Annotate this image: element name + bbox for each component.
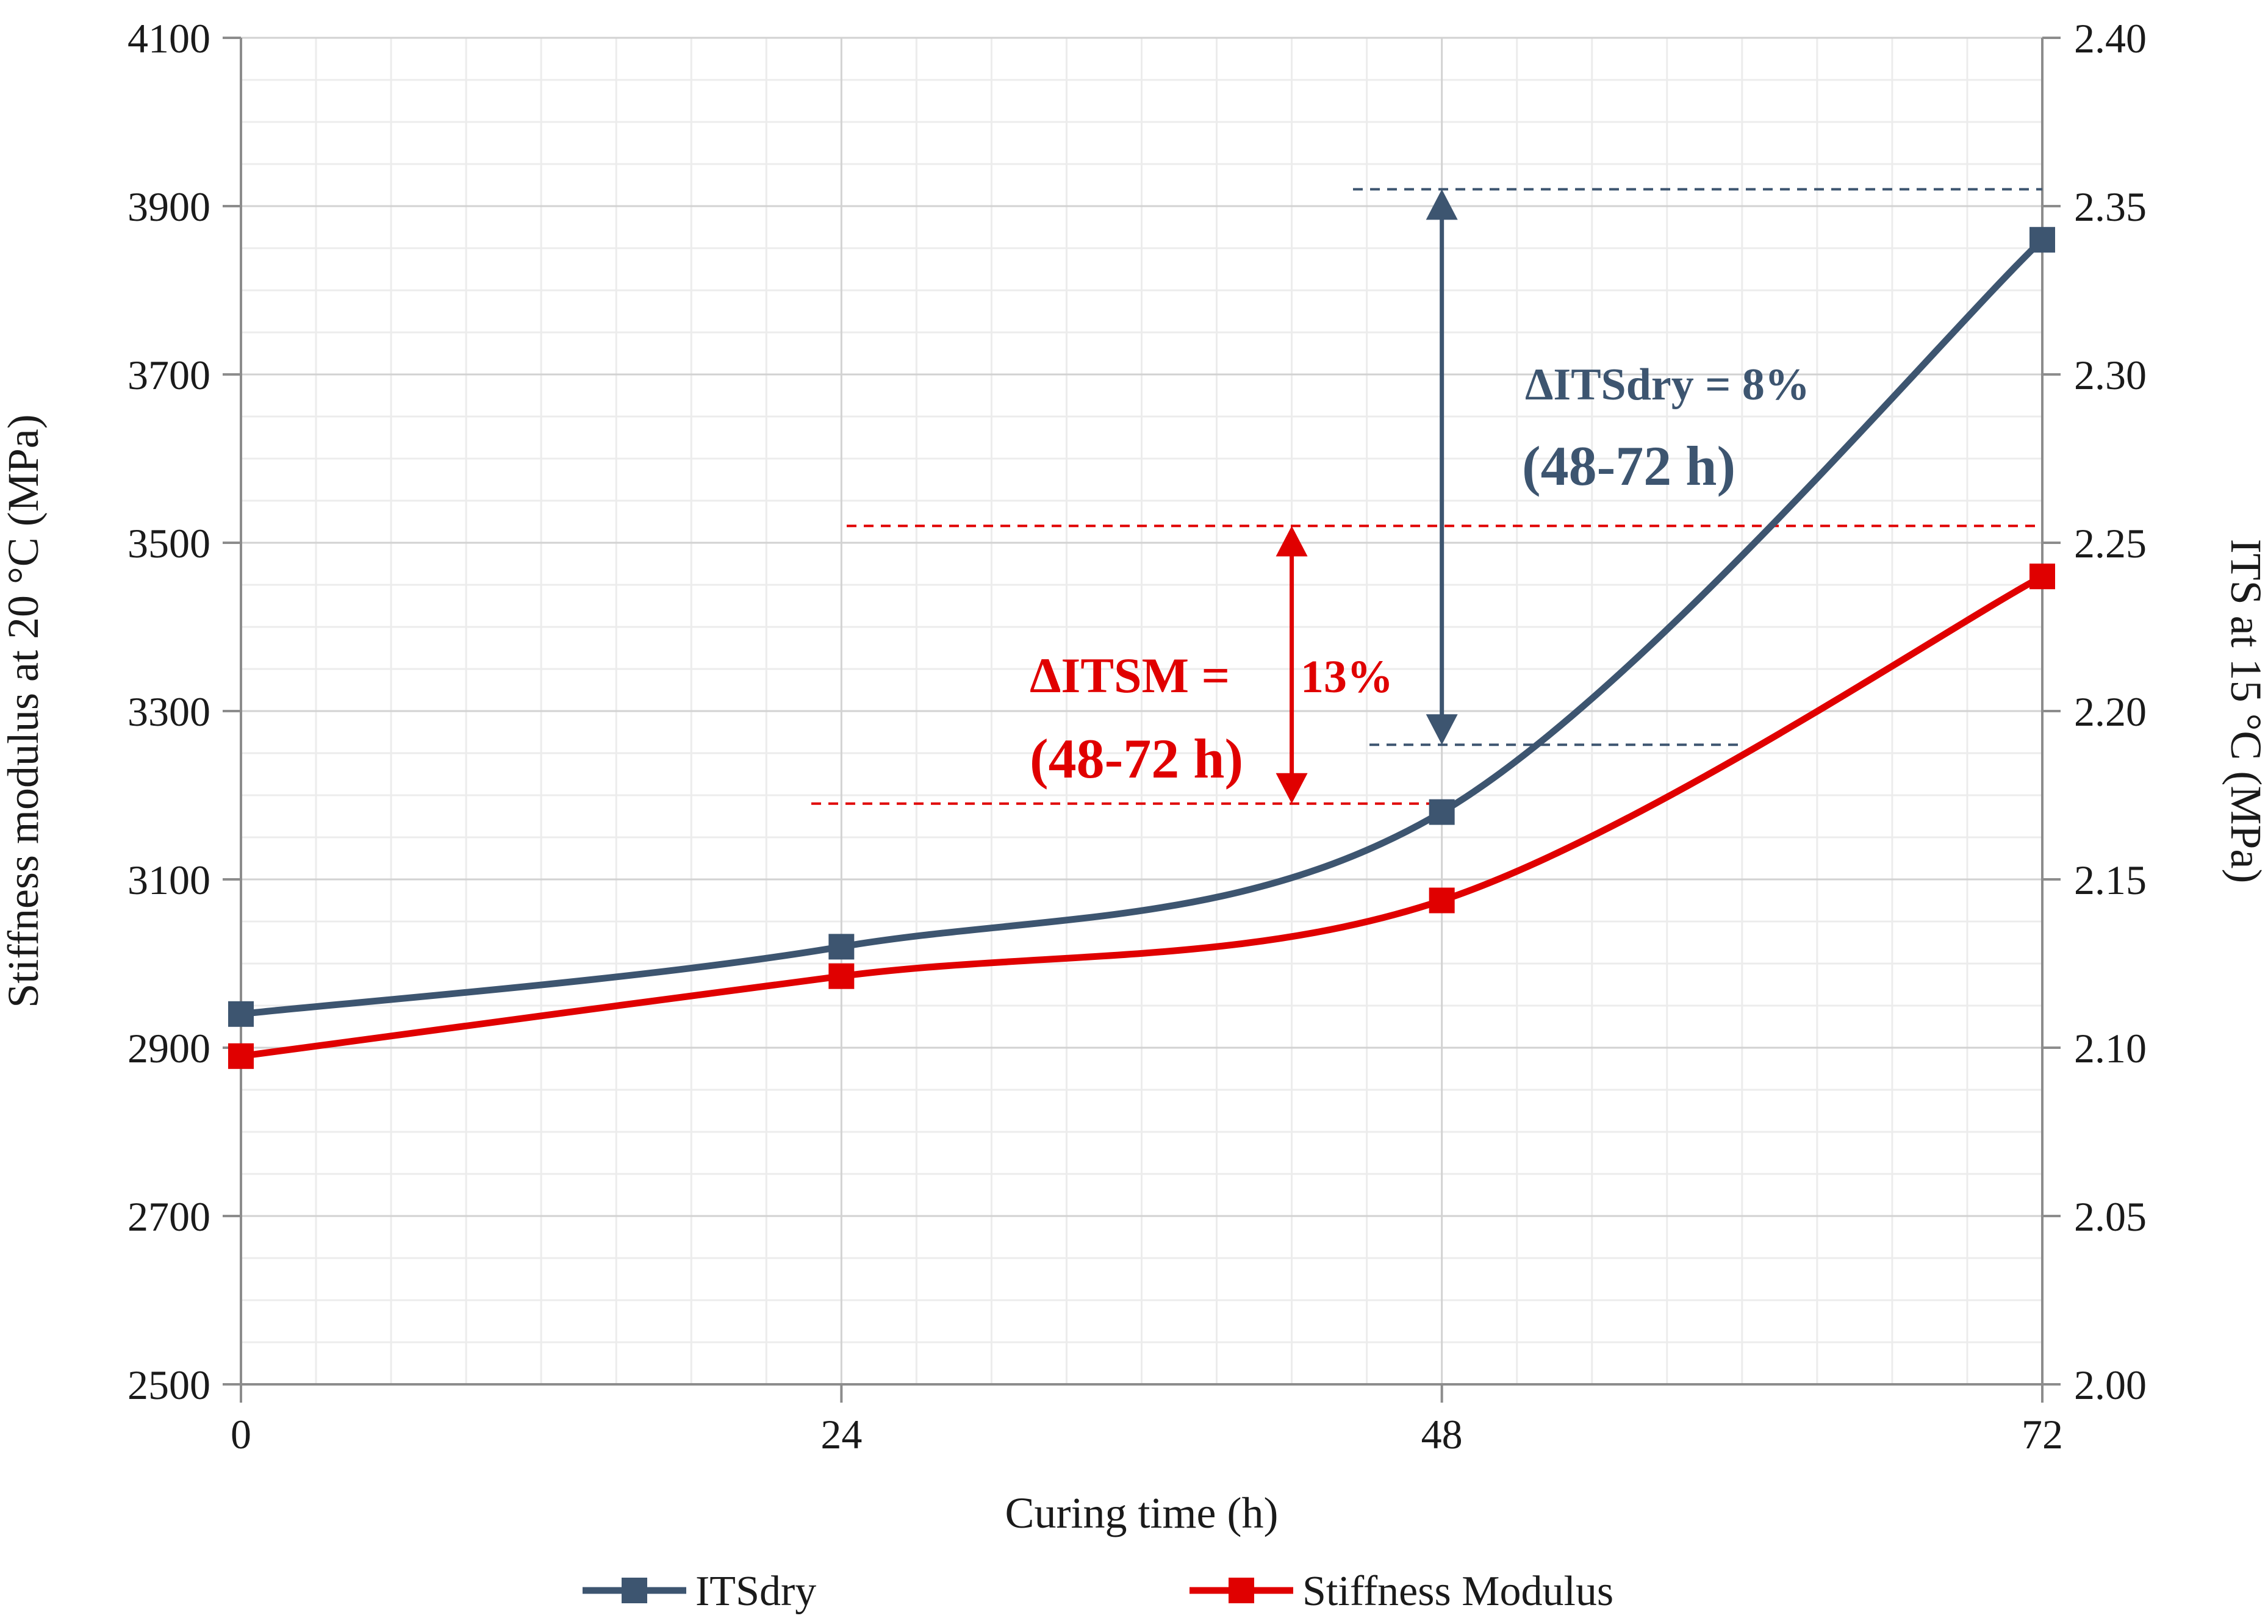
series-line-stiffness-modulus xyxy=(240,573,2044,1060)
its-annotation-line2: (48-72 h) xyxy=(1522,435,1735,497)
its-arrow-head-up xyxy=(1426,189,1458,220)
right-tick-label: 2.30 xyxy=(2074,352,2147,398)
left-tick-label: 3900 xyxy=(127,184,210,230)
right-tick-label: 2.25 xyxy=(2074,520,2147,567)
x-tick-label: 48 xyxy=(1421,1411,1463,1458)
legend-label-stiffness-modulus: Stiffness Modulus xyxy=(1302,1568,1613,1615)
right-tick-label: 2.40 xyxy=(2074,15,2147,62)
itsm-annotation-pct: 13% xyxy=(1301,651,1393,703)
data-point-itsdry xyxy=(228,1001,254,1027)
x-axis-title: Curing time (h) xyxy=(1005,1489,1279,1537)
left-tick-label: 2900 xyxy=(127,1025,210,1071)
data-point-stiffness-modulus xyxy=(828,963,855,989)
right-tick-label: 2.15 xyxy=(2074,857,2147,903)
data-point-stiffness-modulus xyxy=(228,1043,254,1069)
its-arrow-head-down xyxy=(1426,714,1458,745)
right-tick-label: 2.05 xyxy=(2074,1193,2147,1240)
data-point-itsdry xyxy=(2029,227,2055,253)
axes: 2500 2700 2900 3100 3300 3500 3700 3900 4100 2.00… xyxy=(0,15,2268,1537)
right-tick-label: 2.35 xyxy=(2074,184,2147,230)
itsm-annotation-line2: (48-72 h) xyxy=(1030,728,1243,790)
right-tick-label: 2.00 xyxy=(2074,1362,2147,1408)
left-tick-label: 2500 xyxy=(127,1362,210,1408)
data-point-itsdry xyxy=(1429,799,1455,825)
series-group xyxy=(228,227,2055,1069)
left-tick-label: 2700 xyxy=(127,1193,210,1240)
left-axis-title: Stiffness modulus at 20 °C (MPa) xyxy=(0,414,48,1007)
legend-marker-stiffness-modulus xyxy=(1229,1578,1254,1603)
data-point-stiffness-modulus xyxy=(1429,887,1455,914)
x-tick-label: 0 xyxy=(231,1411,251,1458)
legend-marker-itsdry xyxy=(622,1578,647,1603)
right-tick-label: 2.20 xyxy=(2074,689,2147,735)
right-tick-label: 2.10 xyxy=(2074,1025,2147,1071)
left-tick-label: 3700 xyxy=(127,352,210,398)
itsm-annotation-line1: ΔITSM = xyxy=(1030,648,1230,703)
legend: ITSdry Stiffness Modulus xyxy=(583,1568,1613,1615)
x-tick-label: 24 xyxy=(820,1411,862,1458)
annotation-labels: ΔITSdry = 8% (48-72 h) ΔITSM = 13% (48-72 h) xyxy=(1030,360,1810,790)
itsm-arrow-head-down xyxy=(1276,773,1308,804)
data-point-itsdry xyxy=(828,934,855,960)
itsm-arrow-head-up xyxy=(1276,526,1308,557)
left-tick-label: 3500 xyxy=(127,520,210,567)
left-tick-label: 3300 xyxy=(127,689,210,735)
right-axis-title: ITS at 15 °C (MPa) xyxy=(2222,539,2268,884)
its-annotation-line1: ΔITSdry = 8% xyxy=(1525,360,1810,410)
series-line-itsdry xyxy=(240,237,2045,1018)
left-tick-label: 3100 xyxy=(127,857,210,903)
annotation-guides xyxy=(811,188,2042,805)
left-tick-label: 4100 xyxy=(127,15,210,62)
legend-label-itsdry: ITSdry xyxy=(695,1568,816,1615)
data-point-stiffness-modulus xyxy=(2029,563,2055,590)
x-tick-label: 72 xyxy=(2022,1411,2063,1458)
